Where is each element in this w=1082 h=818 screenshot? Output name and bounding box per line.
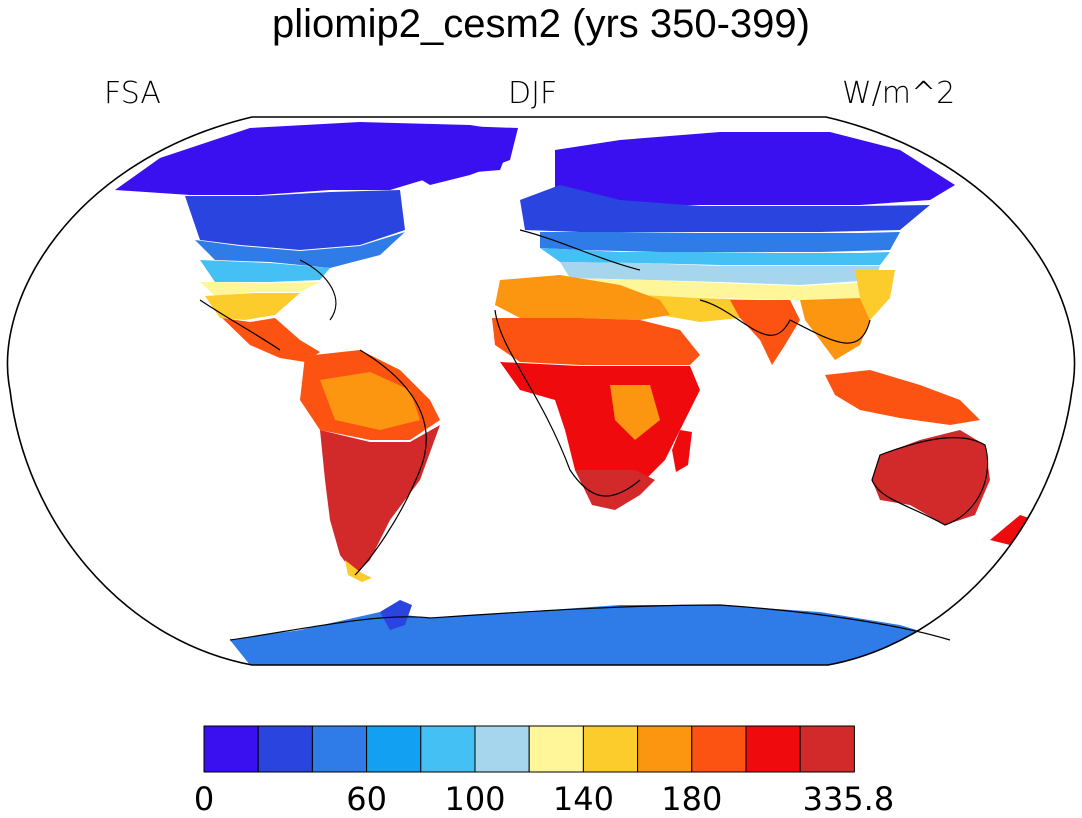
color-legend-tick-label: 0 [193, 780, 215, 818]
color-legend-tick-label: 60 [346, 780, 387, 818]
north-america-north-us [195, 232, 405, 268]
color-legend-swatch [311, 725, 368, 773]
europe-north [520, 185, 930, 232]
north-america-mexico [205, 293, 300, 320]
eurasia-mid [540, 232, 900, 252]
greenland [400, 126, 518, 185]
units-label: W/m^2 [842, 76, 956, 111]
antarctica-coast [229, 604, 951, 641]
africa-south [575, 470, 655, 510]
new-zealand [990, 515, 1035, 545]
southeast-asia [800, 298, 870, 360]
antarctica-main [230, 605, 950, 665]
color-legend-swatch [582, 725, 639, 773]
africa-sahel [492, 318, 700, 365]
color-legend-swatch [745, 725, 801, 773]
map-title: pliomip2_cesm2 (yrs 350-399) [271, 2, 810, 46]
indonesia [825, 370, 980, 425]
south-america-south [320, 425, 440, 575]
madagascar [672, 430, 692, 472]
north-america-coast [199, 259, 337, 351]
color-legend-swatch [637, 725, 693, 773]
south-america-coast [354, 349, 427, 576]
australia [872, 430, 990, 525]
africa-sahara-north [495, 275, 670, 320]
color-legend-swatch [257, 725, 313, 773]
color-legend-tick-label: 180 [661, 780, 723, 818]
africa-coast [494, 309, 641, 497]
season-label: DJF [508, 76, 558, 111]
eurasia-arctic [555, 132, 955, 205]
australia-coast [871, 436, 989, 526]
eurasia-band-pale [560, 262, 880, 285]
color-legend-swatches [203, 725, 855, 773]
asia-coast [699, 299, 871, 344]
land-fill-layer [115, 122, 1035, 665]
color-legend-tick-label: 335.8 [802, 780, 895, 818]
map-outline [6, 116, 1076, 666]
europe-coast [519, 229, 641, 271]
color-legend-swatch [799, 725, 855, 773]
color-legend-tick-label: 140 [552, 780, 614, 818]
south-america-amazon [320, 372, 420, 430]
antarctic-peninsula [380, 600, 412, 630]
color-legend-swatch [420, 725, 476, 773]
color-legend-swatch [528, 725, 584, 773]
north-america-us-band [200, 260, 330, 282]
color-legend-tick-label: 100 [444, 780, 506, 818]
india [730, 300, 800, 365]
coastline-layer [199, 229, 989, 641]
color-legend-swatch [366, 725, 422, 773]
north-america-south-us [200, 282, 320, 296]
color-legend-swatch [691, 725, 747, 773]
africa-east [610, 385, 660, 440]
color-legend-swatch [474, 725, 530, 773]
north-america-canada [185, 190, 405, 250]
eurasia-band-light [540, 248, 890, 265]
color-legend-swatch [203, 725, 259, 773]
east-asia [855, 270, 895, 320]
variable-label: FSA [104, 76, 161, 111]
